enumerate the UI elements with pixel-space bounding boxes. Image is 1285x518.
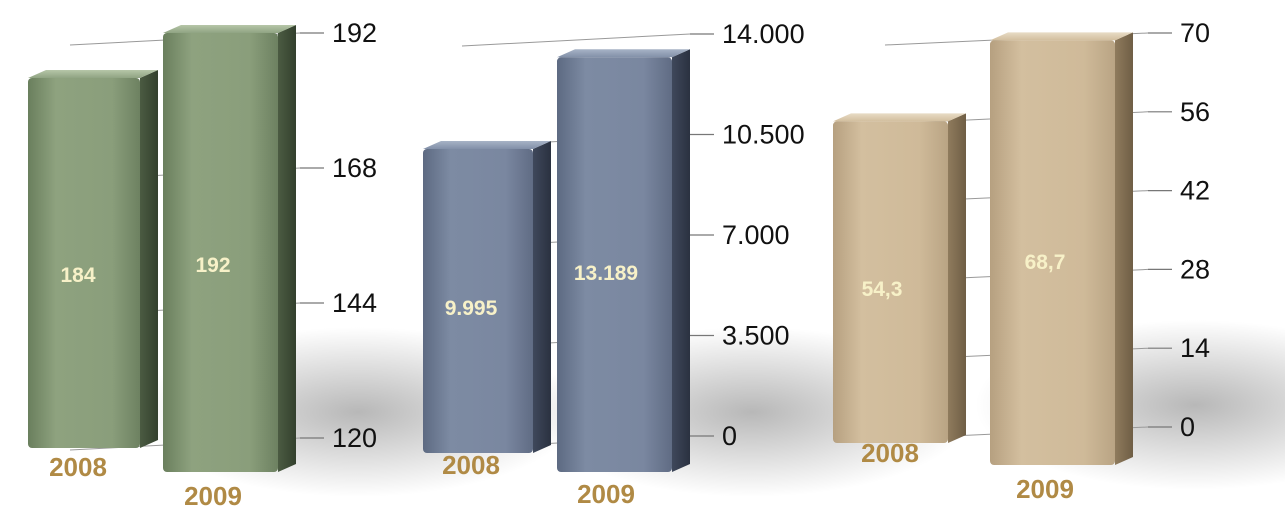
bar-side-face xyxy=(948,113,966,444)
category-label: 2009 xyxy=(184,481,242,511)
tick-label: 70 xyxy=(1180,18,1210,48)
tick-label: 192 xyxy=(332,18,377,48)
bar-2008 xyxy=(423,141,551,453)
bar-side-face xyxy=(1115,32,1133,466)
bar-value-label: 184 xyxy=(60,264,95,287)
bar-side-face xyxy=(278,25,296,472)
bar-front-face xyxy=(557,57,672,472)
bar-top-face xyxy=(990,32,1133,41)
bar-chart-2: 0 3.500 7.000 10.500 14.000 9.995 2008 13.189 2… xyxy=(423,19,972,509)
tick-label: 0 xyxy=(722,421,737,451)
tick-label: 144 xyxy=(332,288,377,318)
bar-top-face xyxy=(163,25,296,33)
bar-chart-3: 0 14 28 42 56 70 54,3 2008 68,7 2009 xyxy=(833,18,1285,504)
bar-side-face xyxy=(140,70,158,448)
bar-value-label: 13.189 xyxy=(574,262,638,285)
bar-front-face xyxy=(990,40,1115,466)
bar-front-face xyxy=(833,121,948,444)
bar-2009 xyxy=(163,25,296,472)
bar-2009 xyxy=(557,49,690,472)
tick-label: 10.500 xyxy=(722,120,805,150)
bar-front-face xyxy=(163,33,278,472)
tick-label: 168 xyxy=(332,153,377,183)
category-label: 2009 xyxy=(1016,474,1074,504)
bar-value-label: 192 xyxy=(195,254,230,277)
bar-value-label: 54,3 xyxy=(862,278,903,301)
tick-label: 3.500 xyxy=(722,321,790,351)
tick-label: 28 xyxy=(1180,254,1210,284)
category-label: 2008 xyxy=(442,450,500,480)
bar-side-face xyxy=(672,49,690,472)
tick-label: 42 xyxy=(1180,176,1210,206)
tick-label: 14 xyxy=(1180,333,1210,363)
tick-label: 14.000 xyxy=(722,19,805,49)
category-label: 2008 xyxy=(49,452,107,482)
bar-front-face xyxy=(423,149,533,453)
bar-front-face xyxy=(28,78,140,448)
tick-label: 56 xyxy=(1180,97,1210,127)
bar-top-face xyxy=(557,49,690,58)
bar-top-face xyxy=(833,113,966,122)
tick-label: 120 xyxy=(332,423,377,453)
bar-value-label: 9.995 xyxy=(445,297,498,320)
gridline xyxy=(461,33,691,47)
bar-2008 xyxy=(28,70,158,448)
bar-value-label: 68,7 xyxy=(1025,251,1066,274)
bar-top-face xyxy=(423,141,551,150)
bar-side-face xyxy=(533,141,551,453)
bar-2009 xyxy=(990,32,1133,466)
category-label: 2008 xyxy=(861,438,919,468)
category-label: 2009 xyxy=(577,479,635,509)
tick-label: 7.000 xyxy=(722,220,790,250)
bar-2008 xyxy=(833,113,966,444)
tick-label: 0 xyxy=(1180,412,1195,442)
bar-top-face xyxy=(28,70,158,78)
